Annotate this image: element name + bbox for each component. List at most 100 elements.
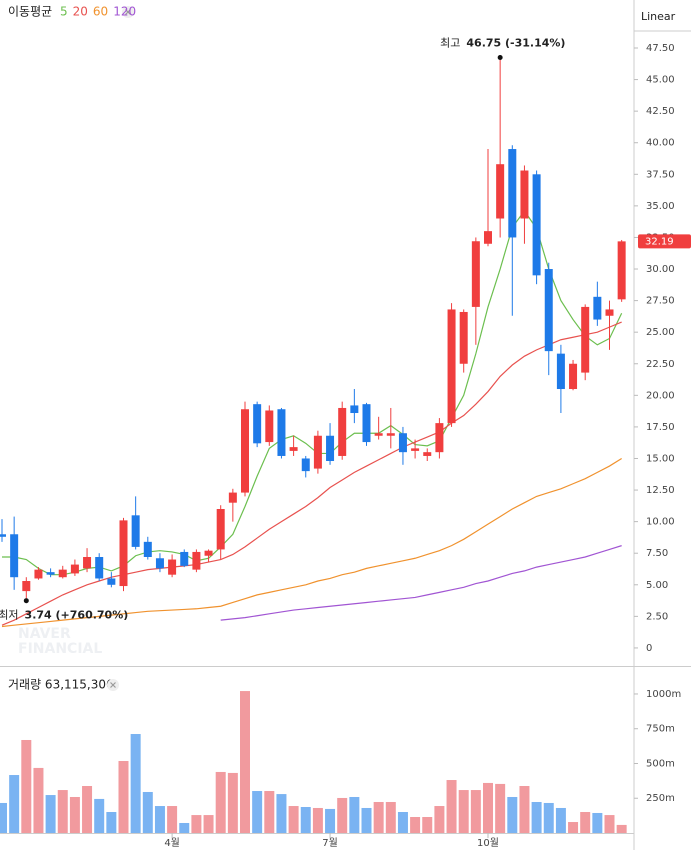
high-marker (497, 54, 503, 60)
volume-bar (434, 806, 445, 833)
watermark: NAVER (18, 626, 71, 642)
legend-entry: 60 (93, 5, 108, 19)
y-tick-label: 15.00 (646, 453, 675, 464)
y-tick-label: 500m (646, 758, 675, 769)
candle (70, 559, 79, 576)
low-marker (23, 598, 29, 604)
y-tick-label: 5.00 (646, 580, 668, 591)
high-text: 46.75 (-31.14%) (466, 36, 565, 49)
volume-bar (215, 771, 226, 833)
volume-bar (106, 812, 117, 833)
volume-bar (191, 815, 202, 833)
candle-body (556, 353, 565, 390)
candle-body (58, 569, 67, 578)
volume-bar (288, 806, 299, 833)
candle (386, 407, 395, 449)
volume-bar (69, 796, 80, 833)
y-tick-label: 27.50 (646, 296, 675, 307)
volume-bar (276, 794, 287, 833)
candle (192, 549, 201, 573)
candle-body (289, 447, 298, 451)
candle (95, 553, 104, 581)
candle (556, 344, 565, 414)
close-icon[interactable] (107, 679, 119, 691)
candle-body (496, 164, 505, 219)
candle-body (155, 558, 164, 569)
volume-bar (154, 806, 165, 833)
y-tick-label: 37.50 (646, 169, 675, 180)
low-label: 최저 (0, 609, 19, 622)
volume-bar (422, 817, 433, 833)
ma-line (1, 321, 622, 626)
y-tick-label: 12.50 (646, 485, 675, 496)
candle (520, 165, 529, 244)
candle (435, 418, 444, 459)
y-tick-label: 250m (646, 793, 675, 804)
candle (484, 149, 492, 247)
candle-body (520, 170, 529, 219)
y-tick-label: 30.00 (646, 264, 675, 275)
y-tick-label: 20.00 (646, 390, 675, 401)
legend-entry: 5 (60, 5, 68, 19)
candle-body (484, 231, 492, 244)
candle (411, 439, 420, 459)
candle (216, 505, 225, 560)
candle (544, 262, 553, 376)
candle-body (386, 433, 395, 436)
volume-bar (616, 824, 627, 833)
volume-bar (0, 802, 7, 833)
volume-bar (94, 798, 105, 833)
candle-body (107, 578, 116, 585)
volume-bar (325, 808, 336, 833)
volume-bar (130, 734, 141, 833)
y-tick-label: 42.50 (646, 106, 675, 117)
candle (265, 405, 274, 446)
candle (34, 567, 43, 580)
candle-body (22, 580, 31, 592)
candle (362, 402, 371, 446)
scale-label[interactable]: Linear (641, 10, 676, 23)
candle-body (34, 569, 43, 579)
candle-body (228, 492, 237, 503)
volume-bar (9, 775, 20, 833)
candle-body (471, 241, 480, 307)
volume-bar (580, 812, 591, 833)
volume-bar (252, 791, 263, 833)
close-icon[interactable] (122, 6, 134, 18)
candle-body (95, 556, 104, 579)
price-tag-label: 32.19 (645, 236, 674, 247)
candle (168, 554, 177, 578)
candle-body (617, 241, 626, 300)
candle-body (569, 363, 578, 390)
volume-bar (592, 812, 603, 833)
y-tick-label: 47.50 (646, 43, 675, 54)
candle (338, 401, 347, 460)
candle (10, 516, 19, 590)
y-tick-label: 45.00 (646, 75, 675, 86)
volume-bar (167, 806, 178, 833)
x-tick-label: 4월 (164, 837, 180, 849)
candle (0, 519, 6, 542)
y-tick-label: 22.50 (646, 359, 675, 370)
y-tick-label: 35.00 (646, 201, 675, 212)
candle-body (508, 149, 517, 238)
ma-line (220, 545, 622, 621)
candle (617, 239, 626, 302)
candle-body (411, 448, 420, 451)
candle (119, 517, 128, 592)
volume-bar (385, 801, 396, 833)
volume-bar (568, 822, 579, 833)
volume-bar (483, 782, 493, 833)
candle (471, 237, 480, 345)
candle (83, 548, 92, 573)
y-tick-label: 25.00 (646, 327, 675, 338)
watermark: FINANCIAL (18, 641, 102, 657)
candle-body (362, 404, 371, 443)
price-tag (638, 234, 691, 249)
candle (593, 281, 602, 326)
x-tick-label: 7월 (322, 837, 338, 849)
candle-body (544, 269, 553, 352)
y-tick-label: 17.50 (646, 422, 675, 433)
volume-bar (361, 807, 372, 833)
volume-bar (45, 795, 56, 833)
